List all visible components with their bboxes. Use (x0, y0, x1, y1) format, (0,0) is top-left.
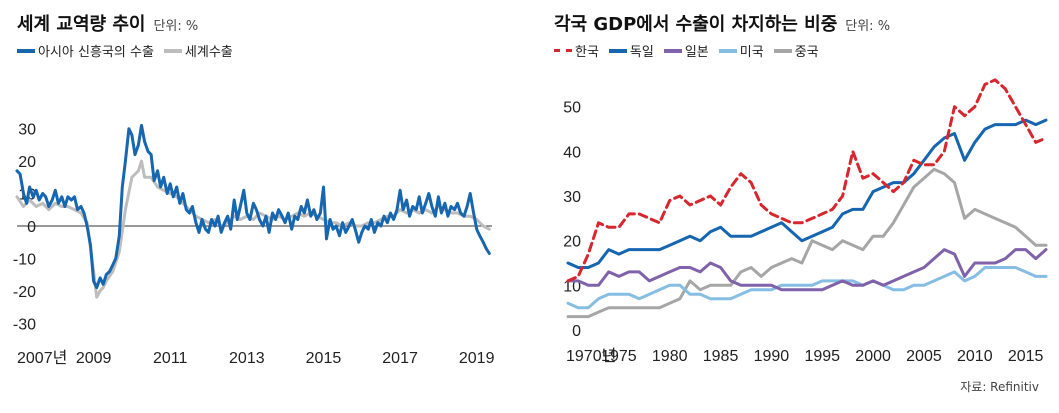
series-line-asia (15, 123, 491, 290)
x-tick-label: 1995 (804, 348, 840, 365)
legend-item-japan: 일본 (663, 41, 709, 60)
legend-swatch-asia (17, 48, 35, 53)
legend: 아시아 신흥국의 수출 세계수출 (17, 41, 233, 60)
x-tick-label: 2010 (957, 348, 993, 365)
legend-label-usa: 미국 (739, 45, 764, 60)
y-tick-label: 40 (563, 144, 581, 161)
series-line-usa (566, 266, 1048, 310)
x-tick-label: 1980 (652, 348, 688, 365)
legend: 한국 독일 일본 미국 중국 (554, 41, 819, 60)
legend-label-world: 세계수출 (184, 45, 233, 60)
legend-item-world: 세계수출 (163, 41, 233, 60)
legend-item-germany: 독일 (608, 41, 654, 60)
x-tick-label: 2007년 (17, 349, 67, 367)
legend-swatch-usa (718, 48, 737, 53)
legend-item-china: 중국 (773, 41, 819, 60)
series-line-japan (566, 248, 1048, 292)
legend-label-asia: 아시아 신흥국의 수출 (38, 45, 154, 60)
x-tick-label: 1970년 (566, 347, 616, 365)
chart-panel-world-trade: 세계 교역량 추이 단위: % 아시아 신흥국의 수출 세계수출 -30 -20 -1… (0, 0, 520, 413)
x-tick-label: 2019 (459, 350, 495, 367)
legend-label-germany: 독일 (629, 45, 654, 60)
legend-swatch-korea (554, 49, 572, 52)
y-tick-label: -20 (13, 284, 36, 301)
y-tick-label: 50 (563, 100, 581, 117)
y-tick-label: 30 (563, 189, 581, 206)
chart-panel-export-share: 각국 GDP에서 수출이 차지하는 비중 단위: % 한국 독일 일본 미국 중국… (540, 0, 1059, 413)
x-tick-label: 2009 (76, 350, 112, 367)
y-tick-label: 20 (18, 154, 36, 171)
chart-title-text: 세계 교역량 추이 (17, 14, 146, 35)
legend-item-asia: 아시아 신흥국의 수출 (17, 41, 154, 60)
legend-label-china: 중국 (794, 45, 819, 60)
legend-label-korea: 한국 (575, 45, 599, 60)
series-line-china (566, 167, 1048, 319)
x-tick-label: 1985 (703, 348, 739, 365)
source-note: 자료: Refinitiv (960, 380, 1039, 394)
x-tick-label: 2017 (382, 350, 418, 367)
legend-label-japan: 일본 (684, 45, 709, 60)
x-tick-label: 2000 (855, 348, 891, 365)
legend-item-usa: 미국 (718, 41, 764, 60)
x-tick-label: 2015 (1008, 348, 1044, 365)
legend-swatch-germany (608, 48, 627, 53)
chart-title: 세계 교역량 추이 단위: % (17, 10, 198, 36)
x-tick-label: 2011 (153, 350, 188, 367)
series-line-germany (566, 118, 1048, 269)
legend-swatch-japan (663, 48, 682, 53)
x-tick-label: 2015 (306, 350, 342, 367)
x-tick-label: 2013 (229, 350, 265, 367)
y-tick-label: 30 (18, 122, 36, 139)
unit-label: 단위: % (153, 19, 199, 34)
y-tick-label: -10 (13, 251, 36, 268)
legend-item-korea: 한국 (554, 41, 599, 60)
x-tick-label: 2005 (906, 348, 942, 365)
y-tick-label: 0 (27, 219, 36, 236)
unit-label: 단위: % (845, 19, 891, 34)
legend-swatch-china (773, 48, 792, 53)
x-tick-label: 1975 (601, 348, 637, 365)
series-line-korea (566, 78, 1048, 283)
chart-title: 각국 GDP에서 수출이 차지하는 비중 단위: % (554, 10, 890, 36)
y-tick-label: 0 (572, 323, 581, 340)
legend-swatch-world (163, 48, 182, 53)
x-tick-label: 1990 (754, 348, 790, 365)
chart-title-text: 각국 GDP에서 수출이 차지하는 비중 (554, 14, 838, 35)
y-tick-label: 20 (563, 234, 581, 251)
y-tick-label: 10 (563, 278, 581, 295)
y-tick-label: -30 (13, 316, 36, 333)
